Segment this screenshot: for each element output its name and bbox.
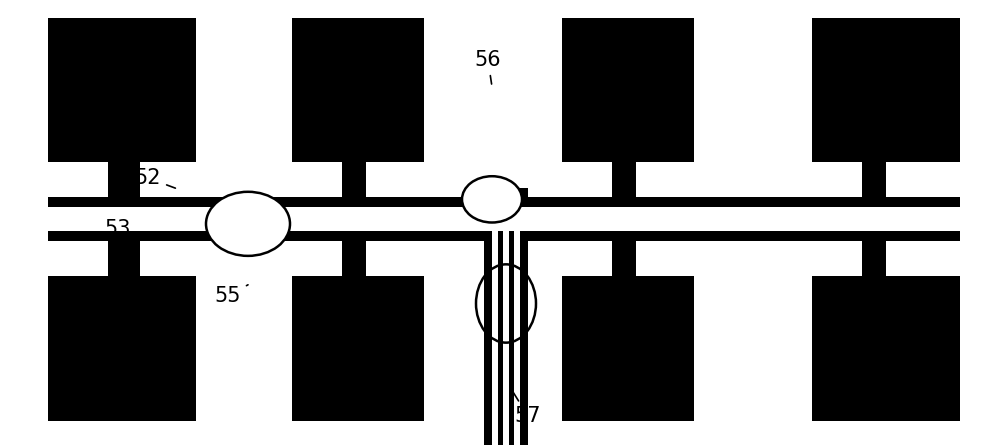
Bar [612,162,636,198]
Bar [108,240,140,277]
Text: 52: 52 [135,168,175,188]
Bar [862,162,886,198]
Bar [108,162,140,198]
Bar [484,188,528,207]
Bar [342,240,366,277]
Bar [48,231,960,241]
Text: 53: 53 [105,219,155,239]
Bar [48,18,196,162]
Bar [48,197,960,207]
Bar [612,240,636,277]
Ellipse shape [462,176,522,222]
Text: 54: 54 [49,330,92,350]
Bar [812,18,960,162]
Bar [292,18,424,162]
Bar [562,276,694,421]
Bar [342,162,366,198]
Text: 57: 57 [511,389,541,426]
Bar [48,276,196,421]
Bar [812,276,960,421]
Bar [492,227,498,445]
Bar [292,276,424,421]
Ellipse shape [206,192,290,256]
Text: 56: 56 [475,50,501,84]
Bar [862,240,886,277]
Bar [503,227,509,445]
Text: 51: 51 [49,19,112,50]
Bar [514,227,520,445]
Bar [562,18,694,162]
Text: 55: 55 [215,285,248,306]
Bar [484,231,528,445]
